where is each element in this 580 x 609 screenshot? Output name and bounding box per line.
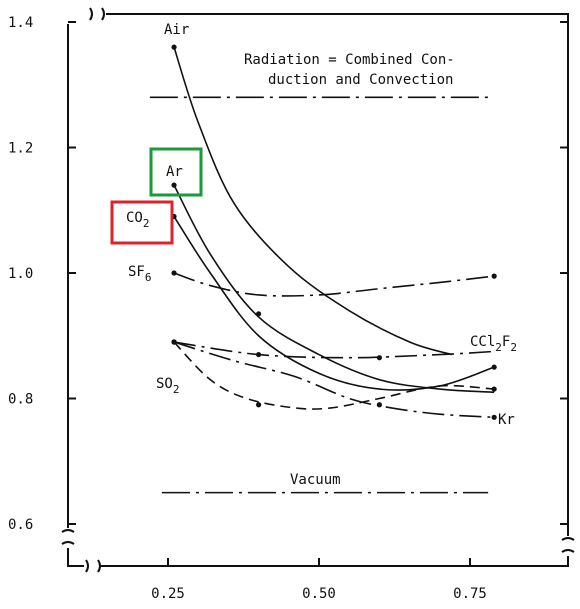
air-point-0 — [171, 44, 177, 50]
x-tick-label-0.50: 0.50 — [302, 586, 336, 602]
co2-label: CO2 — [126, 210, 149, 230]
so2-point-1 — [256, 402, 262, 408]
sf6-point-0 — [171, 270, 177, 276]
sf6-curve — [173, 272, 495, 297]
x-axis-break-mark — [85, 559, 101, 573]
air-label: Air — [164, 22, 189, 38]
right-break-mark — [561, 537, 575, 553]
ar-point-1 — [256, 311, 262, 317]
reference-lines: Radiation = Combined Con-duction and Con… — [149, 52, 489, 494]
y-tick-label-1.2: 1.2 — [8, 141, 33, 157]
co2-box — [110, 200, 174, 245]
ccl2f2-point-2 — [376, 355, 382, 361]
ccl2f2-point-1 — [256, 351, 262, 358]
ccl2f2-label: CCl2F2 — [470, 334, 517, 354]
highlight-boxes — [110, 147, 203, 245]
co2-curve — [173, 216, 495, 391]
kr-curve — [173, 341, 495, 419]
radiation-label-line1: Radiation = Combined Con- — [244, 52, 455, 68]
x-tick-label-0.25: 0.25 — [151, 586, 185, 602]
sf6-label: SF6 — [128, 264, 151, 284]
y-tick-label-1.0: 1.0 — [8, 266, 33, 282]
top-break-mark — [89, 7, 105, 21]
y-tick-label-0.6: 0.6 — [8, 517, 33, 533]
ar-curve — [173, 184, 495, 394]
so2-curve — [173, 341, 495, 410]
x-axis-ticks: 0.25 0.50 0.75 — [151, 558, 487, 602]
kr-point-2 — [491, 414, 497, 420]
vacuum-label: Vacuum — [290, 472, 341, 488]
chart-frame — [61, 7, 575, 573]
y-tick-label-1.4: 1.4 — [8, 15, 33, 31]
kr-point-0 — [171, 339, 177, 345]
sf6-point-1 — [491, 273, 497, 279]
so2-label: SO2 — [156, 376, 179, 396]
series-markers — [171, 44, 497, 420]
kr-label: Kr — [498, 412, 515, 428]
so2-point-2 — [491, 386, 497, 392]
series-curves — [173, 46, 495, 419]
ar-label: Ar — [166, 164, 183, 180]
y-axis-break-mark — [61, 529, 75, 545]
x-tick-label-0.75: 0.75 — [453, 586, 487, 602]
ar-box — [149, 147, 203, 197]
y-tick-label-0.8: 0.8 — [8, 392, 33, 408]
air-curve — [173, 46, 453, 356]
kr-point-1 — [376, 402, 382, 408]
series-labels: Air Ar CO2 SF6 CCl2F2 SO2 Kr — [126, 22, 517, 428]
radiation-label-line2: duction and Convection — [268, 72, 453, 88]
ar-point-0 — [171, 182, 177, 188]
ccl2f2-curve — [173, 341, 495, 359]
y-axis-ticks: 0.6 0.8 1.0 1.2 1.4 — [8, 15, 568, 533]
axes-frame — [67, 13, 569, 567]
co2-point-1 — [491, 364, 497, 370]
